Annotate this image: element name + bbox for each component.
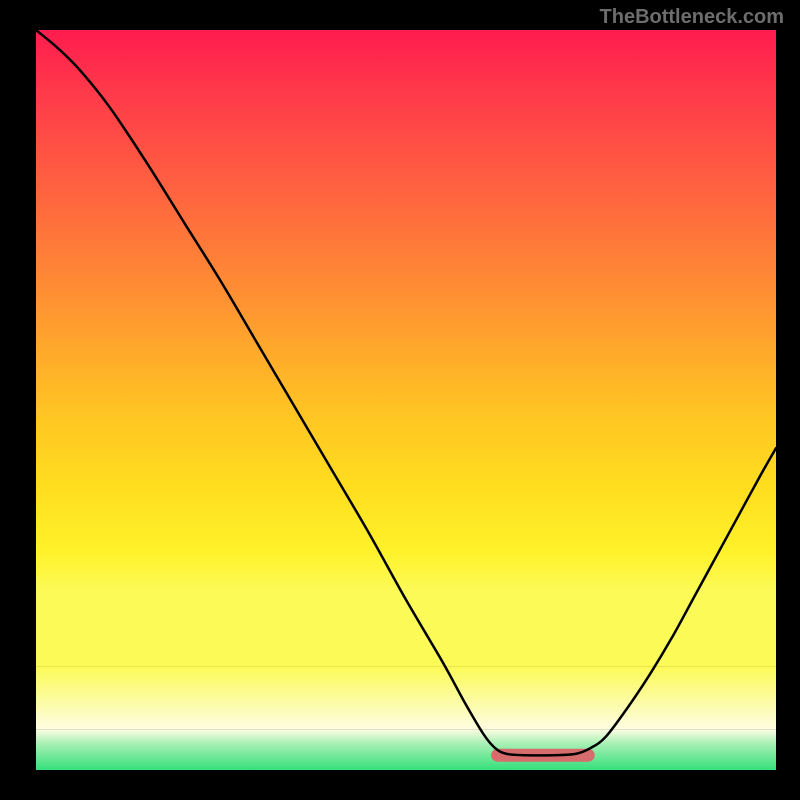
optimal-zone-stripe — [36, 729, 776, 770]
heat-gradient-background — [36, 30, 776, 666]
bottleneck-curve-chart — [0, 0, 800, 800]
chart-frame: TheBottleneck.com — [0, 0, 800, 800]
fade-band — [36, 666, 776, 729]
source-watermark: TheBottleneck.com — [600, 6, 784, 29]
